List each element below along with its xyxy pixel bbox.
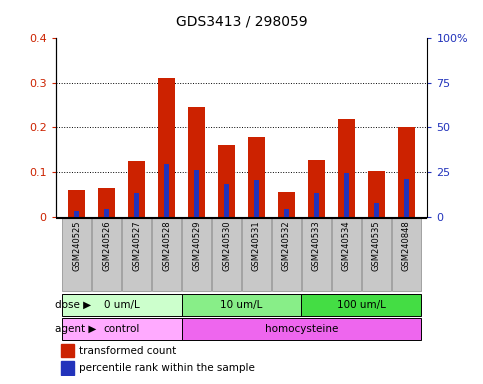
Text: control: control [103, 324, 140, 334]
Text: transformed count: transformed count [79, 346, 176, 356]
FancyBboxPatch shape [182, 294, 301, 316]
Text: GSM240535: GSM240535 [372, 220, 381, 271]
FancyBboxPatch shape [152, 218, 181, 291]
FancyBboxPatch shape [332, 218, 361, 291]
Text: GSM240529: GSM240529 [192, 220, 201, 271]
Text: GSM240525: GSM240525 [72, 220, 81, 271]
Text: GSM240530: GSM240530 [222, 220, 231, 271]
Text: 100 um/L: 100 um/L [337, 300, 386, 310]
FancyBboxPatch shape [62, 218, 91, 291]
FancyBboxPatch shape [61, 318, 182, 340]
Bar [344, 173, 349, 217]
FancyBboxPatch shape [212, 218, 241, 291]
Bar [128, 161, 145, 217]
Bar [254, 180, 259, 217]
Bar [314, 194, 319, 217]
Text: percentile rank within the sample: percentile rank within the sample [79, 363, 255, 373]
Text: GSM240528: GSM240528 [162, 220, 171, 271]
Text: GSM240526: GSM240526 [102, 220, 111, 271]
FancyBboxPatch shape [392, 218, 421, 291]
Bar [218, 145, 235, 217]
Text: GSM240848: GSM240848 [402, 220, 411, 271]
Bar [104, 209, 109, 217]
Bar [368, 171, 385, 217]
FancyBboxPatch shape [302, 218, 331, 291]
Text: GSM240534: GSM240534 [342, 220, 351, 271]
Text: homocysteine: homocysteine [265, 324, 338, 334]
Text: GSM240527: GSM240527 [132, 220, 141, 271]
Bar [134, 194, 139, 217]
Bar [248, 137, 265, 217]
Bar [338, 119, 355, 217]
FancyBboxPatch shape [362, 218, 391, 291]
Bar [398, 127, 415, 217]
Text: GSM240532: GSM240532 [282, 220, 291, 271]
Bar [98, 188, 115, 217]
Text: GSM240533: GSM240533 [312, 220, 321, 271]
FancyBboxPatch shape [272, 218, 301, 291]
FancyBboxPatch shape [242, 218, 271, 291]
Text: dose ▶: dose ▶ [55, 300, 91, 310]
Bar [404, 179, 409, 217]
FancyBboxPatch shape [92, 218, 121, 291]
Bar [374, 203, 379, 217]
Bar [74, 211, 79, 217]
FancyBboxPatch shape [122, 218, 151, 291]
Bar [68, 190, 85, 217]
FancyBboxPatch shape [182, 318, 422, 340]
Bar [308, 160, 325, 217]
Text: agent ▶: agent ▶ [55, 324, 96, 334]
Bar [188, 108, 205, 217]
Text: 0 um/L: 0 um/L [104, 300, 140, 310]
FancyBboxPatch shape [61, 294, 182, 316]
Text: GSM240531: GSM240531 [252, 220, 261, 271]
FancyBboxPatch shape [182, 218, 211, 291]
Bar [194, 170, 199, 217]
Text: 10 um/L: 10 um/L [220, 300, 263, 310]
FancyBboxPatch shape [301, 294, 422, 316]
Bar [224, 184, 229, 217]
Bar [284, 209, 289, 217]
Bar [61, 361, 74, 374]
Bar [278, 192, 295, 217]
Bar [158, 78, 175, 217]
Bar [61, 344, 74, 357]
Bar [164, 164, 169, 217]
Text: GDS3413 / 298059: GDS3413 / 298059 [176, 15, 307, 29]
